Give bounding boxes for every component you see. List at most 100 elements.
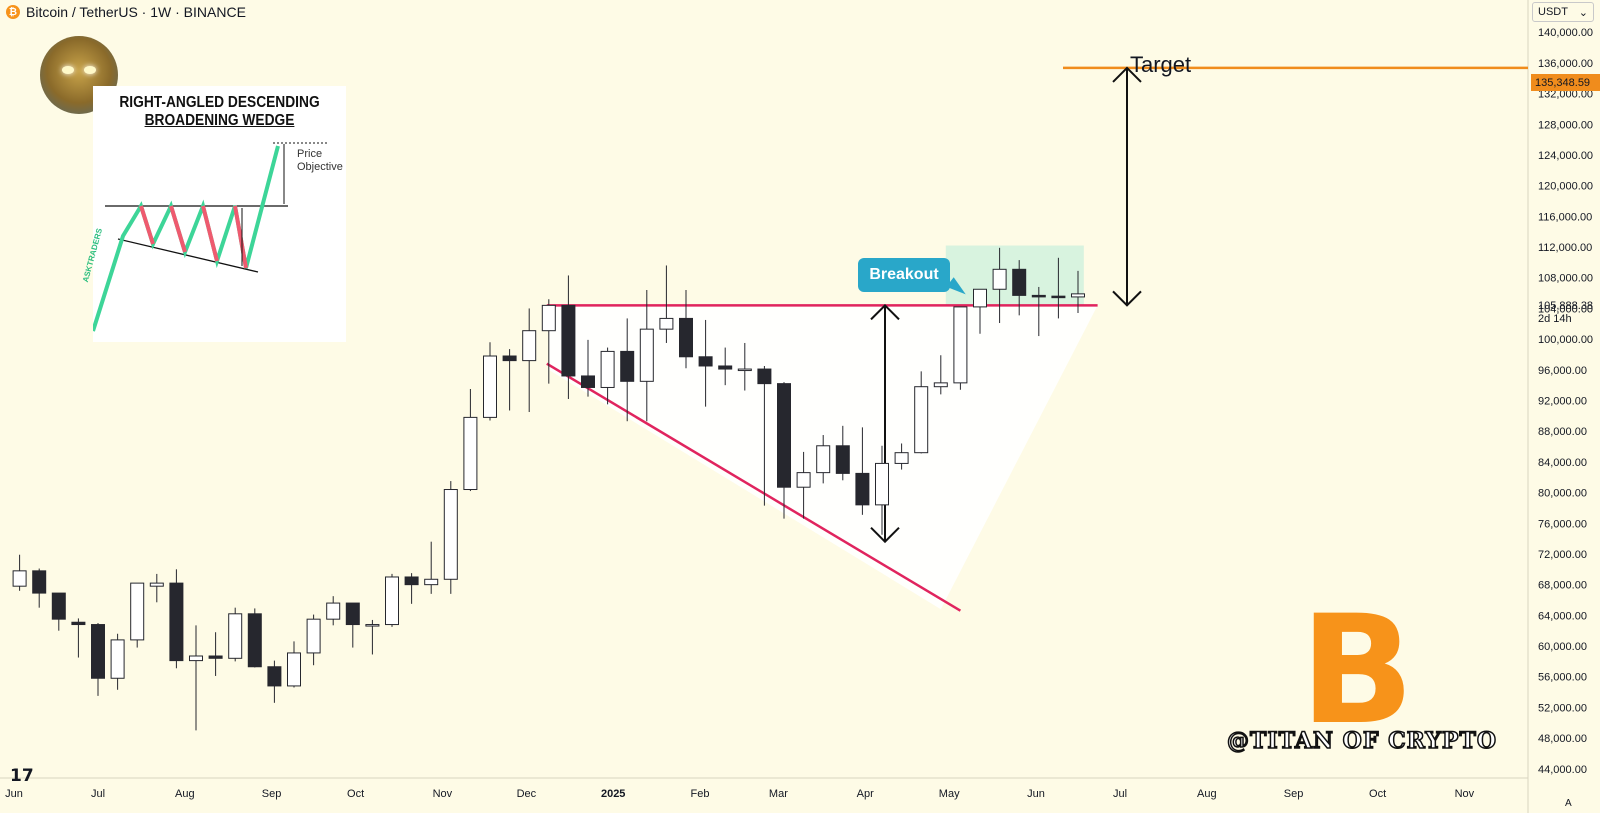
price-tick-label: 80,000.00: [1538, 488, 1587, 500]
price-tick-label: 96,000.00: [1538, 365, 1587, 377]
candle-body-down: [1031, 294, 1046, 298]
bar-countdown: 2d 14h: [1538, 313, 1572, 325]
pattern-inset: RIGHT-ANGLED DESCENDING BROADENING WEDGE…: [81, 86, 346, 342]
price-tick-label: 100,000.00: [1538, 334, 1593, 346]
projected-target-arrow-head-top: [1112, 66, 1142, 83]
time-tick-label: Mar: [769, 788, 788, 800]
target-price-tag: 135,348.59: [1531, 74, 1600, 91]
candle-body-down: [561, 304, 576, 377]
candle-body-up: [796, 472, 811, 488]
candle-body-up: [639, 328, 654, 382]
pattern-down-leg: [169, 205, 187, 253]
price-tick-label: 136,000.00: [1538, 58, 1593, 70]
time-tick-label: Dec: [517, 788, 537, 800]
candle-body-down: [267, 666, 282, 687]
price-tick-label: 72,000.00: [1538, 549, 1587, 561]
avatar-eye-left-icon: [62, 66, 74, 74]
candle-body-up: [483, 355, 497, 418]
candle-body-down: [1012, 268, 1027, 296]
pattern-diagram: [93, 142, 328, 332]
candle-body-up: [522, 330, 537, 362]
auto-scale-button[interactable]: A: [1565, 798, 1572, 809]
time-axis: Jun Jul Aug Sep Oct Nov Dec 2025 Feb Mar Apr May Jun…: [5, 788, 1475, 800]
time-tick-label: Apr: [857, 788, 874, 800]
time-tick-label: Jun: [5, 788, 23, 800]
inset-title-line2: BROADENING WEDGE: [144, 112, 295, 129]
time-tick-label: Jul: [1113, 788, 1127, 800]
candle-body-up: [130, 582, 145, 641]
time-tick-label: Jun: [1027, 788, 1045, 800]
candle-body-up: [463, 416, 478, 491]
price-tick-label: 92,000.00: [1538, 396, 1587, 408]
price-tick-label: 64,000.00: [1538, 610, 1587, 622]
candle-body-down: [698, 356, 713, 367]
candle-body-up: [424, 578, 439, 586]
current-price-tag: 105,888.38 2d 14h: [1538, 300, 1593, 326]
price-tick-label: 52,000.00: [1538, 702, 1587, 714]
price-tick-label: 112,000.00: [1538, 242, 1592, 254]
time-tick-label: Nov: [433, 788, 453, 800]
pattern-up-legs: [93, 145, 280, 332]
time-tick-label: 2025: [601, 788, 625, 800]
candle-body-up: [600, 350, 615, 388]
price-tick-label: 84,000.00: [1538, 457, 1587, 469]
time-tick-label: Oct: [1369, 788, 1386, 800]
candle-body-up: [894, 452, 909, 464]
candle-body-down: [679, 317, 693, 358]
candle-body-down: [855, 472, 870, 506]
price-tick-label: 104,000.00: [1538, 303, 1593, 315]
bitcoin-logo-icon: B: [1300, 584, 1415, 758]
candle-body-down: [581, 375, 595, 388]
price-tick-label: 132,000.00: [1538, 89, 1593, 101]
price-tick-label: 116,000.00: [1538, 211, 1592, 223]
price-objective-label: Price Objective: [297, 148, 352, 174]
candle-body-down: [718, 365, 733, 370]
candle-body-up: [365, 624, 380, 627]
candle-body-up: [1071, 293, 1085, 298]
candle-body-up: [973, 288, 987, 308]
time-tick-label: Aug: [1197, 788, 1217, 800]
price-tick-label: 108,000.00: [1538, 273, 1593, 285]
time-tick-label: May: [939, 788, 960, 800]
currency-selector[interactable]: USDT ⌄: [1532, 2, 1594, 22]
time-tick-label: Sep: [262, 788, 282, 800]
candle-body-down: [247, 613, 262, 668]
candle-body-up: [737, 368, 752, 372]
candle-body-up: [385, 576, 399, 626]
candle-body-up: [953, 306, 968, 384]
tradingview-logo-icon: 17: [10, 766, 34, 786]
time-tick-label: Jul: [91, 788, 105, 800]
candle-body-up: [149, 582, 164, 587]
candle-body-up: [228, 613, 243, 659]
inset-title-line1: RIGHT-ANGLED DESCENDING: [119, 94, 320, 111]
price-tick-label: 60,000.00: [1538, 641, 1587, 653]
candle-body-down: [71, 621, 86, 626]
price-tick-label: 140,000.00: [1538, 27, 1593, 39]
pattern-down-leg: [139, 205, 155, 245]
candle-body-down: [777, 383, 791, 488]
candles: [12, 247, 1085, 731]
candle-body-down: [208, 655, 223, 659]
candle-body-down: [345, 602, 360, 626]
candle-body-up: [875, 462, 889, 506]
pattern-height-arrow-head-top: [870, 303, 900, 321]
symbol-header: ₿ Bitcoin / TetherUS · 1W · BINANCE: [6, 3, 246, 21]
candle-body-up: [443, 489, 458, 580]
candle-body-up: [933, 382, 948, 388]
candle-body-up: [110, 639, 125, 679]
candle-body-down: [51, 592, 66, 620]
time-tick-label: Nov: [1455, 788, 1475, 800]
pattern-height-arrow-head-bottom: [870, 526, 900, 544]
candle-body-down: [835, 445, 850, 474]
candle-body-up: [659, 317, 674, 330]
candle-body-up: [287, 652, 301, 687]
price-tick-label: 124,000.00: [1538, 150, 1593, 162]
breakout-callout: Breakout: [858, 258, 950, 292]
time-tick-label: Aug: [175, 788, 195, 800]
drawing-overlays: [546, 66, 1528, 612]
pattern-support-line: [117, 238, 259, 273]
price-tick-label: 120,000.00: [1538, 181, 1593, 193]
price-tick-label: 76,000.00: [1538, 518, 1587, 530]
